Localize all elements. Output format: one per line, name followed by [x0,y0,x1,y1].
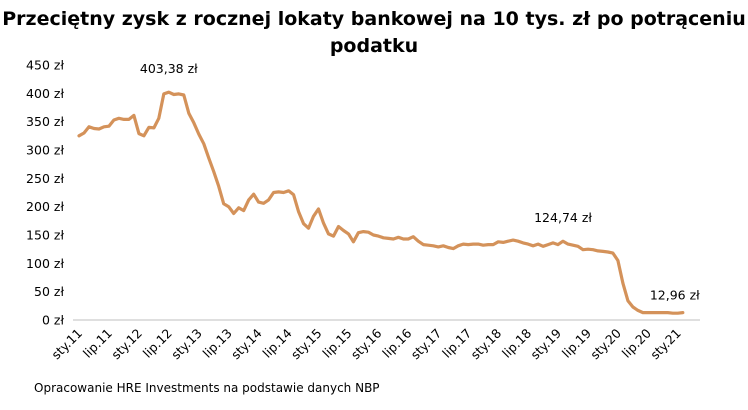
x-tick-label: lip.16 [379,325,414,360]
y-tick-label: 100 zł [26,256,64,271]
x-tick-label: lip.19 [559,325,594,360]
series-line [77,90,685,315]
x-tick-label: lip.17 [439,326,474,361]
y-tick-label: 0 zł [42,313,64,328]
data-label: 403,38 zł [140,61,198,76]
x-tick-label: sty.16 [348,325,385,362]
x-tick-label: lip.11 [80,326,115,361]
x-tick-label: sty.21 [647,326,684,363]
x-tick-label: lip.13 [200,326,235,361]
data-label: 12,96 zł [650,288,700,303]
y-tick-label: 150 zł [26,228,64,243]
x-tick-label: lip.20 [619,325,654,360]
x-tick-label: sty.17 [408,326,445,363]
x-tick-label: lip.18 [499,325,534,360]
chart-title-line-2: podatku [329,35,419,57]
x-tick-label: lip.12 [140,326,175,361]
data-label: 124,74 zł [534,210,592,225]
y-tick-label: 450 zł [26,58,64,73]
y-tick-label: 400 zł [26,86,64,101]
x-tick-label: lip.14 [260,325,295,360]
y-tick-label: 200 zł [26,199,64,214]
x-tick-label: lip.15 [319,326,354,361]
chart-title: Przeciętny zysk z rocznej lokaty bankowe… [0,6,748,60]
y-tick-label: 300 zł [26,143,64,158]
chart-title-line-1: Przeciętny zysk z rocznej lokaty bankowe… [2,8,746,30]
x-tick-label: sty.18 [468,325,505,362]
y-tick-label: 250 zł [26,171,64,186]
x-tick-label: sty.12 [108,326,145,363]
x-tick-label: sty.15 [288,326,325,363]
x-tick-label: sty.19 [527,325,564,362]
x-tick-label: sty.14 [228,325,265,362]
x-tick-label: sty.11 [48,326,85,363]
x-tick-label: sty.20 [587,325,624,362]
x-tick-label: sty.13 [168,326,205,363]
y-tick-label: 350 zł [26,114,64,129]
y-tick-label: 50 zł [34,284,64,299]
source-footnote: Opracowanie HRE Investments na podstawie… [34,381,380,395]
